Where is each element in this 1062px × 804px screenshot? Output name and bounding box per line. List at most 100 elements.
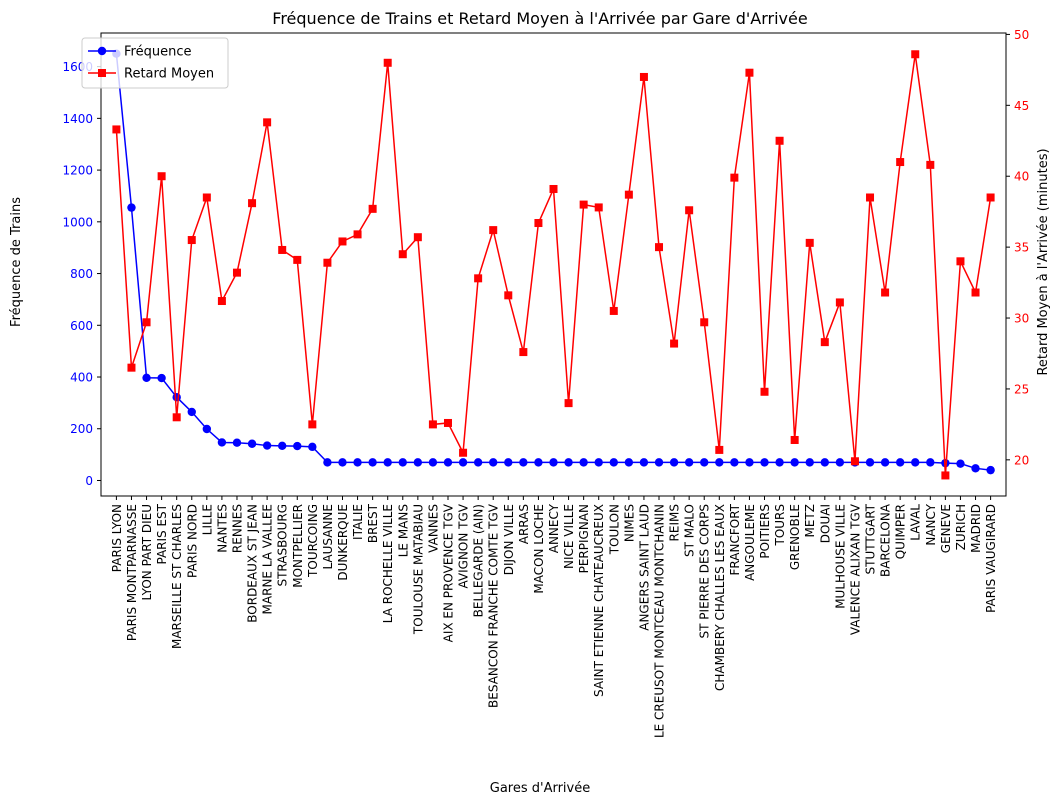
- data-point: [850, 457, 859, 466]
- x-tick-label: ST PIERRE DES CORPS: [698, 504, 712, 638]
- x-tick-label: GRENOBLE: [788, 504, 802, 570]
- data-point: [443, 458, 453, 467]
- data-point: [609, 458, 618, 467]
- data-point: [489, 458, 498, 467]
- legend-marker: [97, 46, 107, 56]
- x-tick-label: PARIS EST: [155, 503, 169, 564]
- series-layer: [112, 49, 995, 480]
- data-point: [247, 439, 257, 448]
- data-point: [971, 464, 980, 473]
- x-tick-label: ANGOULEME: [743, 504, 757, 581]
- x-tick-label: LA ROCHELLE VILLE: [381, 504, 395, 623]
- x-tick-label: BELLEGARDE (AIN): [472, 504, 486, 617]
- legend-box: [81, 37, 229, 89]
- data-point: [549, 184, 558, 193]
- data-point: [338, 237, 347, 246]
- x-tick-label: DUNKERQUE: [336, 504, 350, 581]
- data-point: [353, 230, 362, 239]
- data-point: [383, 58, 392, 67]
- data-point: [549, 458, 558, 467]
- data-point: [790, 458, 799, 467]
- data-point: [217, 297, 226, 306]
- data-point: [383, 458, 392, 467]
- x-tick-label: QUIMPER: [894, 504, 908, 559]
- data-point: [745, 458, 754, 467]
- data-point: [338, 458, 347, 467]
- data-point: [881, 288, 890, 297]
- y-left-tick-label: 800: [70, 267, 93, 281]
- x-tick-label: RENNES: [230, 504, 244, 553]
- x-tick-label: PARIS VAUGIRARD: [984, 504, 998, 613]
- data-point: [639, 72, 648, 81]
- data-point: [564, 458, 573, 467]
- data-point: [805, 238, 814, 247]
- data-point: [142, 373, 151, 382]
- x-tick-label: ITALIE: [351, 504, 365, 540]
- data-point: [669, 458, 679, 467]
- data-point: [202, 193, 211, 202]
- data-point: [398, 458, 407, 467]
- legend-label: Fréquence: [124, 45, 191, 60]
- x-tick-label: TOULON: [607, 504, 621, 555]
- data-point: [277, 441, 287, 451]
- y-axis-right: 20 25 30 35 40 45 50: [1006, 28, 1029, 467]
- data-point: [685, 206, 694, 215]
- x-tick-label: LE MANS: [396, 504, 410, 557]
- x-tick-label: AIX EN PROVENCE TGV: [441, 503, 455, 642]
- x-tick-label: MADRID: [969, 504, 983, 553]
- y-right-tick-label: 35: [1014, 241, 1029, 255]
- y-right-tick-label: 25: [1014, 382, 1029, 396]
- data-point: [232, 438, 242, 447]
- data-point: [579, 458, 588, 467]
- data-point: [504, 291, 513, 300]
- data-point: [458, 458, 468, 467]
- x-tick-label: BORDEAUX ST JEAN: [246, 504, 260, 623]
- x-tick-label: LAVAL: [909, 504, 923, 541]
- data-point: [655, 243, 664, 252]
- x-axis-label: Gares d'Arrivée: [490, 781, 590, 796]
- x-tick-label: ZURICH: [954, 504, 968, 550]
- x-tick-label: DIJON VILLE: [502, 504, 516, 575]
- x-tick-label: ARRAS: [517, 504, 531, 544]
- data-point: [308, 420, 317, 429]
- x-tick-label: PARIS LYON: [110, 504, 124, 572]
- data-point: [745, 68, 754, 77]
- data-point: [639, 458, 649, 467]
- x-tick-label: SAINT ETIENNE CHATEAUCREUX: [592, 504, 606, 697]
- data-point: [564, 399, 573, 408]
- data-point: [127, 363, 136, 372]
- x-tick-label: METZ: [803, 504, 817, 538]
- data-point: [428, 420, 437, 429]
- data-point: [368, 204, 377, 213]
- data-point: [866, 193, 875, 202]
- data-point: [474, 274, 483, 283]
- x-tick-label: NIMES: [622, 504, 636, 542]
- x-tick-label: REIMS: [668, 504, 682, 541]
- data-point: [323, 258, 332, 267]
- data-point: [624, 190, 633, 199]
- data-point: [232, 268, 241, 277]
- data-point: [775, 458, 784, 467]
- data-point: [926, 160, 935, 169]
- x-tick-label: PARIS MONTPARNASSE: [125, 504, 139, 641]
- data-point: [519, 458, 528, 467]
- x-tick-label: ST MALO: [683, 504, 697, 557]
- x-tick-label: DOUAI: [818, 504, 832, 543]
- y-left-tick-label: 0: [85, 474, 93, 488]
- x-tick-label: TOURS: [773, 504, 787, 547]
- data-point: [624, 458, 634, 467]
- y-right-tick-label: 20: [1014, 453, 1029, 467]
- data-point: [670, 339, 679, 348]
- data-point: [413, 233, 422, 242]
- plot-area: [100, 32, 1007, 497]
- data-point: [157, 373, 166, 383]
- data-point: [398, 250, 407, 259]
- y-left-tick-label: 600: [70, 319, 93, 333]
- data-point: [172, 413, 181, 422]
- data-point: [654, 458, 664, 467]
- data-point: [941, 471, 950, 480]
- data-point: [820, 458, 830, 467]
- data-point: [534, 458, 543, 467]
- data-point: [443, 418, 452, 427]
